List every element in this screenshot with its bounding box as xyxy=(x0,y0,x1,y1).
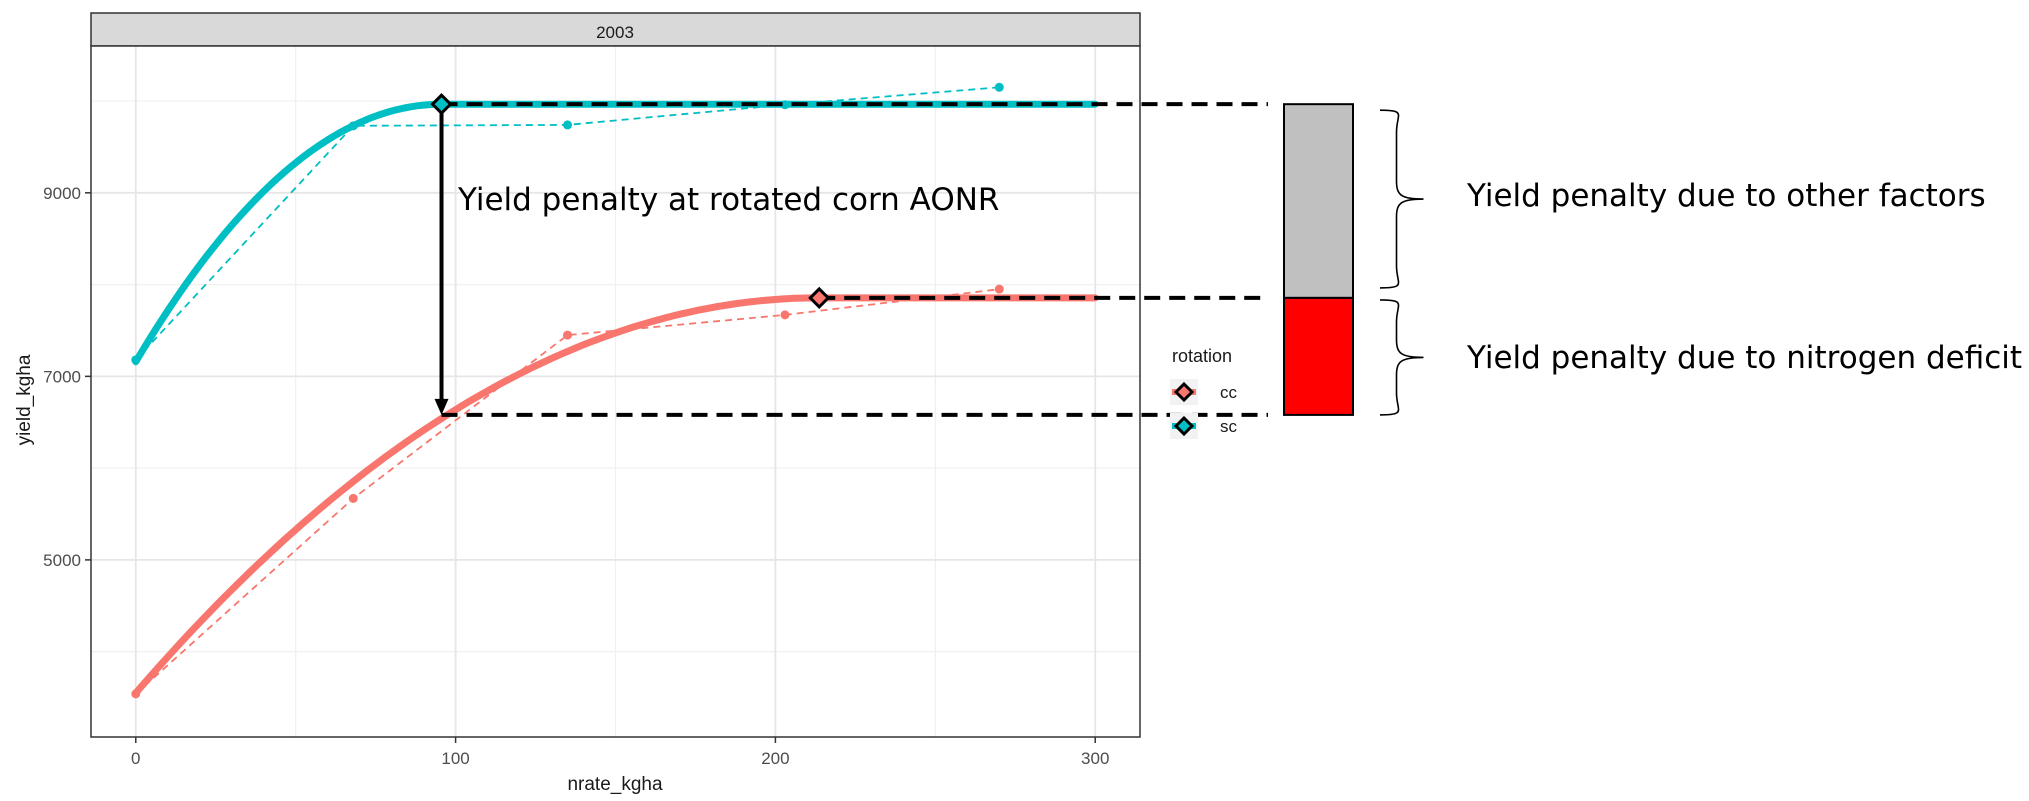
observed-point-sc xyxy=(994,82,1004,92)
panel-border xyxy=(90,45,1141,738)
fitted-curve-sc xyxy=(132,100,1099,366)
arrow-head xyxy=(434,398,449,415)
x-axis-title: nrate_kgha xyxy=(567,774,663,795)
arrow-annotation-text: Yield penalty at rotated corn AONR xyxy=(457,182,999,218)
y-tick-label: 7000 xyxy=(43,367,81,386)
observed-line-cc xyxy=(135,288,1000,695)
other-factors-label: Yield penalty due to other factors xyxy=(1466,178,1986,214)
observed-point-cc xyxy=(780,310,790,320)
facet-strip xyxy=(90,12,1141,47)
x-tick-label: 0 xyxy=(131,749,140,768)
axes: 2003 nrate_kgha yield_kgha 0 100 200 300 500… xyxy=(14,23,1141,795)
brace-other-factors xyxy=(1379,109,1424,289)
brace-nitrogen-deficit xyxy=(1379,299,1424,416)
nitrogen-deficit-label: Yield penalty due to nitrogen deficit xyxy=(1466,340,2022,376)
observed-point-cc xyxy=(563,330,573,340)
observed-point-sc xyxy=(131,355,141,365)
other-factors-bar xyxy=(1283,103,1354,299)
y-tick-label: 5000 xyxy=(43,551,81,570)
x-tick-label: 300 xyxy=(1081,749,1109,768)
nitrogen-deficit-bar xyxy=(1283,296,1354,416)
y-tick-label: 9000 xyxy=(43,184,81,203)
observed-point-sc xyxy=(348,121,358,131)
observed-point-sc xyxy=(563,120,573,130)
x-tick-label: 200 xyxy=(761,749,789,768)
legend-key-marker-cc xyxy=(1173,381,1195,403)
observed-point-cc xyxy=(994,284,1004,294)
legend-label-cc: cc xyxy=(1220,383,1238,402)
observed-point-cc xyxy=(131,689,141,699)
x-tick-label: 100 xyxy=(441,749,469,768)
annotation-text-layer: Yield penalty at rotated corn AONR Yield… xyxy=(457,178,2022,376)
annotation-layer xyxy=(430,93,1424,417)
legend-key-marker-sc xyxy=(1173,415,1195,437)
aonr-marker-cc xyxy=(808,286,831,310)
legend-title: rotation xyxy=(1172,346,1232,366)
fitted-curve-cc xyxy=(132,294,1099,697)
y-axis-title: yield_kgha xyxy=(14,354,35,445)
observed-point-sc xyxy=(780,100,790,110)
legend-label-sc: sc xyxy=(1220,417,1238,436)
observed-point-cc xyxy=(348,493,358,503)
aonr-marker-sc xyxy=(430,93,453,116)
legend: rotation cc sc xyxy=(1170,346,1238,439)
facet-strip-label: 2003 xyxy=(596,23,634,42)
series-layer xyxy=(131,82,1099,699)
